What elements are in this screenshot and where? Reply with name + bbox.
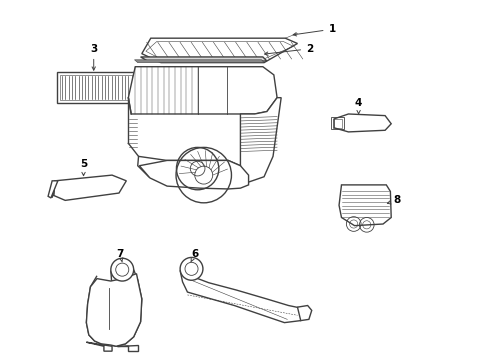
Text: 5: 5 xyxy=(80,159,87,176)
Bar xyxy=(330,117,344,130)
Text: 4: 4 xyxy=(354,98,362,114)
Text: 3: 3 xyxy=(90,44,97,70)
Bar xyxy=(60,75,133,100)
Polygon shape xyxy=(240,98,281,185)
Polygon shape xyxy=(333,114,390,132)
Polygon shape xyxy=(180,270,305,323)
Bar xyxy=(57,72,136,103)
Text: 7: 7 xyxy=(116,249,123,262)
Polygon shape xyxy=(338,185,390,226)
Polygon shape xyxy=(140,57,266,61)
Polygon shape xyxy=(297,306,311,321)
Polygon shape xyxy=(48,181,58,198)
Polygon shape xyxy=(86,274,142,346)
Text: 2: 2 xyxy=(264,44,313,55)
Polygon shape xyxy=(128,67,277,114)
Circle shape xyxy=(180,257,203,280)
Polygon shape xyxy=(138,156,240,188)
Polygon shape xyxy=(139,161,248,189)
Polygon shape xyxy=(86,270,116,344)
Polygon shape xyxy=(142,38,297,63)
Polygon shape xyxy=(54,175,126,201)
Text: 1: 1 xyxy=(292,24,335,36)
Text: 6: 6 xyxy=(190,249,198,262)
Polygon shape xyxy=(111,270,142,346)
Polygon shape xyxy=(86,342,112,351)
Circle shape xyxy=(111,258,133,281)
Polygon shape xyxy=(117,345,138,351)
Polygon shape xyxy=(134,60,264,63)
Text: 8: 8 xyxy=(386,195,400,205)
Bar xyxy=(332,119,342,128)
